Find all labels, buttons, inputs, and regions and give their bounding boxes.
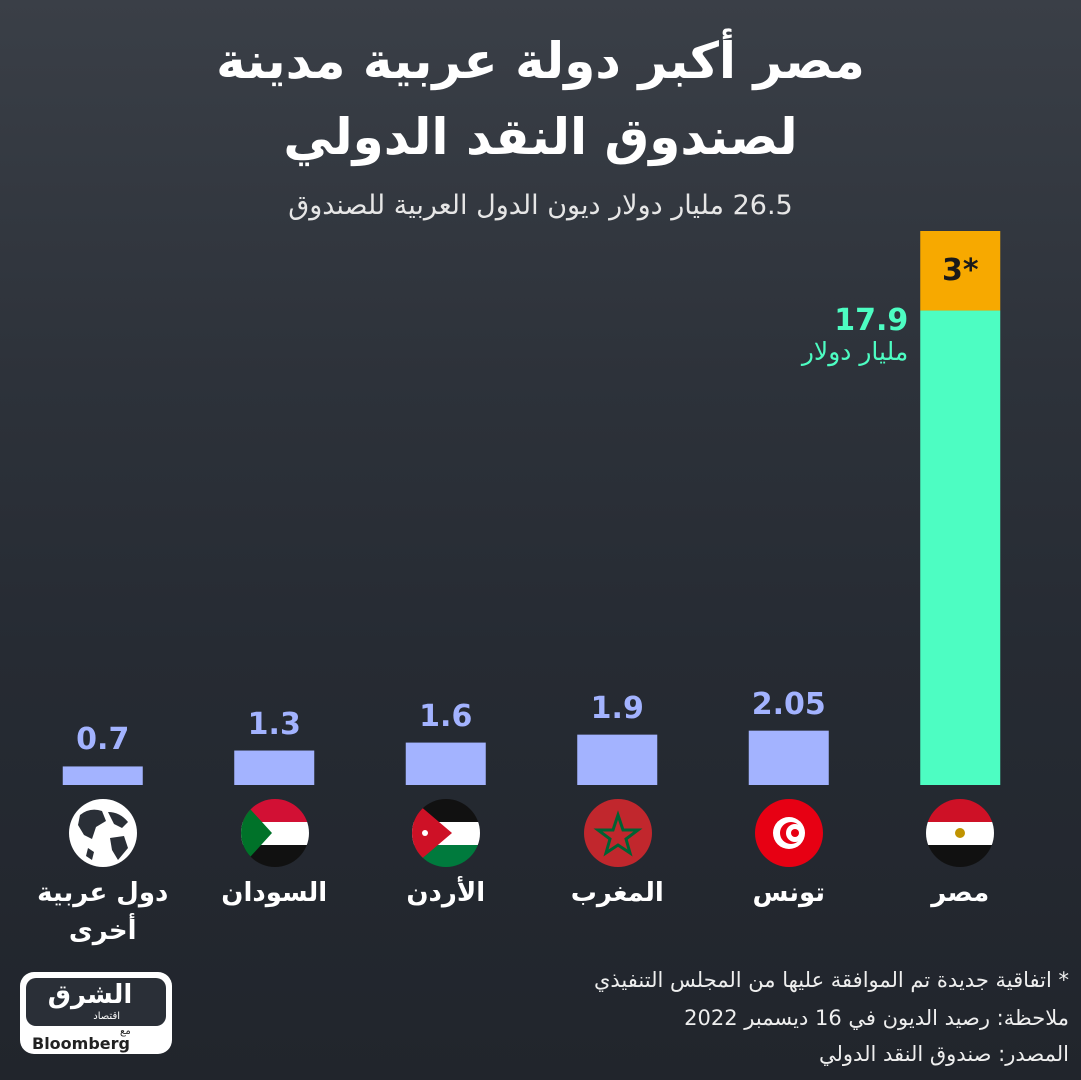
category-label: دول عربية أخرى	[37, 878, 169, 946]
value-label: 1.6	[419, 698, 473, 734]
title-line: مصر أكبر دولة عربية مدينة	[216, 32, 865, 90]
value-label: 0.7	[76, 722, 130, 758]
flag-tunisia	[755, 799, 823, 867]
value-label: 1.9	[590, 690, 644, 726]
segment-label: 3*	[941, 252, 979, 288]
note: ملاحظة: رصيد الديون في 16 ديسمبر 2022	[684, 1006, 1069, 1030]
footnote: * اتفاقية جديدة تم الموافقة عليها من الم…	[593, 968, 1069, 992]
bar	[920, 310, 1001, 785]
flag-world	[69, 799, 137, 867]
logo-partner: Bloomberg	[32, 1034, 130, 1053]
category-label: مصر	[931, 878, 990, 908]
subtitle: 26.5 مليار دولار ديون الدول العربية للصن…	[288, 190, 793, 221]
bar-segment	[920, 231, 1001, 311]
source: المصدر: صندوق النقد الدولي	[819, 1042, 1069, 1066]
category-label: السودان	[221, 878, 328, 908]
bar	[577, 734, 658, 785]
bar	[234, 750, 315, 785]
logo-mark	[20, 972, 172, 1054]
value-label: 17.9	[834, 302, 909, 338]
flag-sudan	[241, 799, 309, 867]
flag-morocco	[584, 799, 652, 867]
title-line: لصندوق النقد الدولي	[283, 108, 798, 166]
bar	[405, 742, 486, 785]
value-label: 1.3	[247, 706, 301, 742]
category-label: تونس	[752, 878, 826, 908]
logo-with: مع	[120, 1026, 131, 1037]
flag-egypt	[926, 799, 994, 867]
logo-sub: اقتصاد	[93, 1011, 120, 1022]
bar	[62, 766, 143, 785]
value-label: 2.05	[751, 686, 826, 722]
logo-name: الشرق	[47, 980, 133, 1010]
category-label: الأردن	[406, 878, 486, 908]
bar	[748, 730, 829, 785]
category-label: المغرب	[570, 878, 664, 908]
unit-label: مليار دولار	[801, 336, 909, 366]
flag-jordan	[412, 799, 480, 867]
